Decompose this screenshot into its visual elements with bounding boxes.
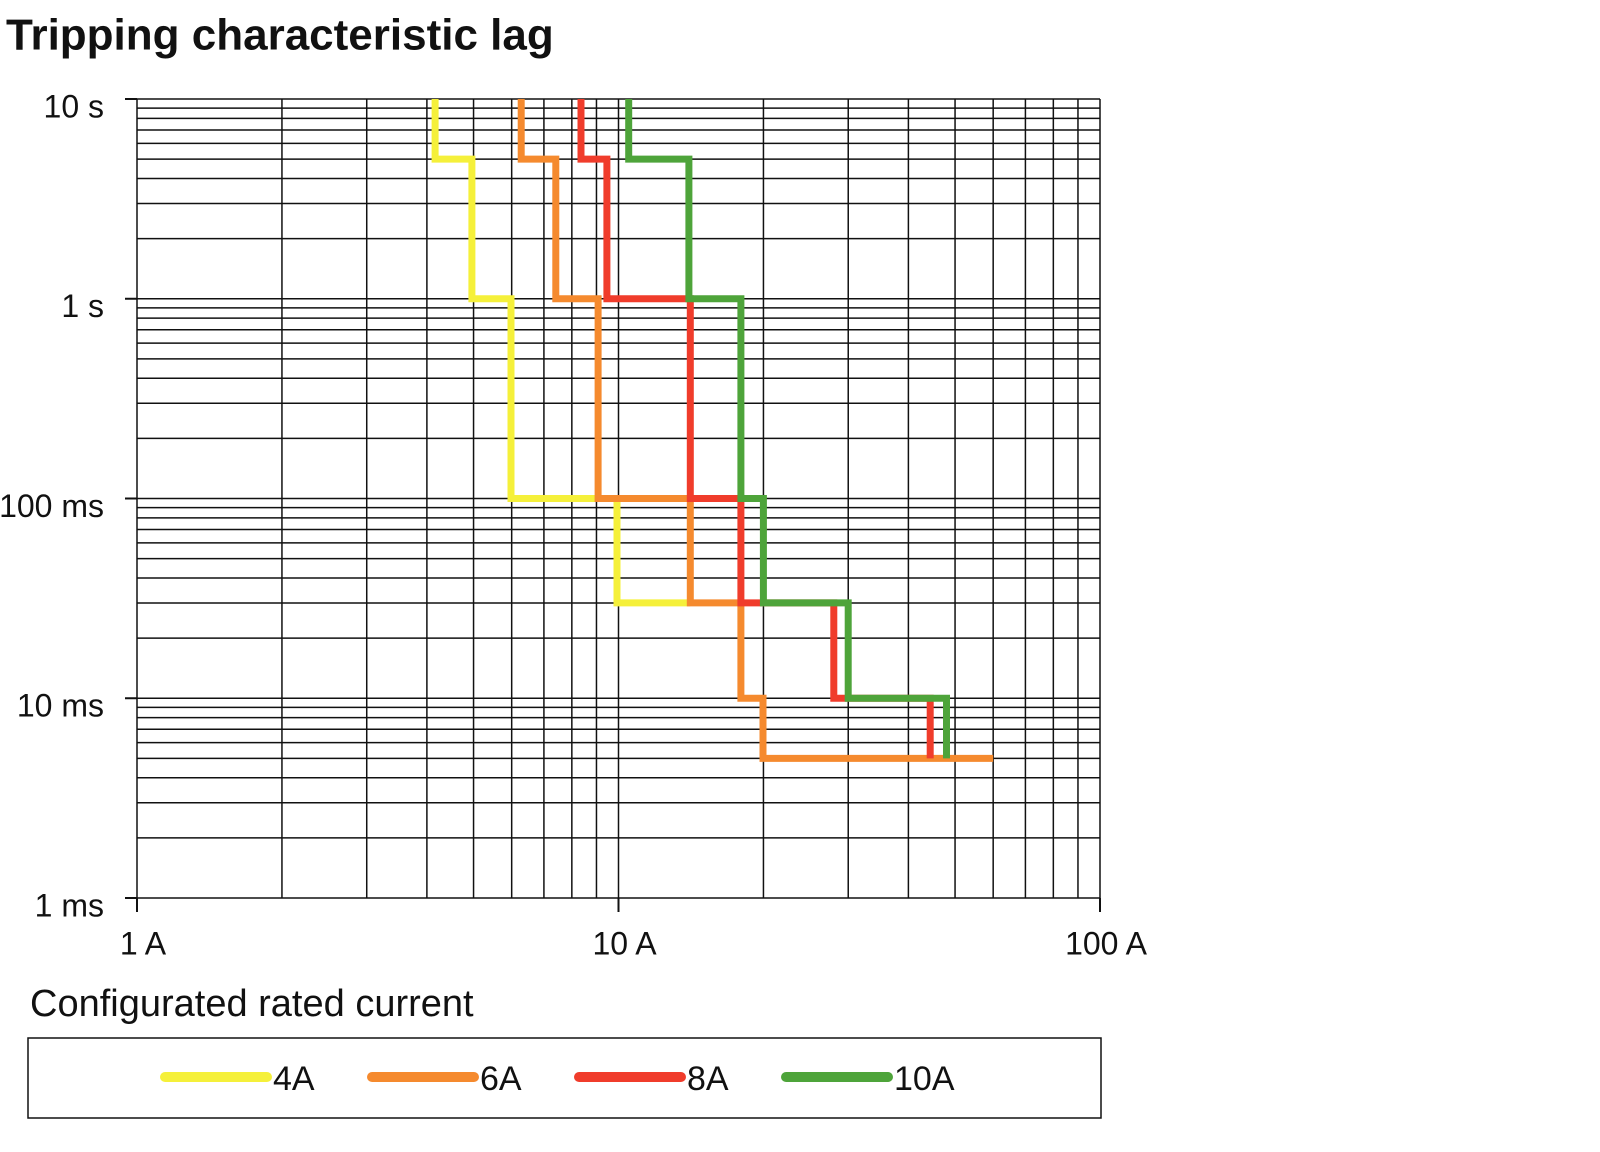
x-tick-label: 10 A bbox=[592, 925, 657, 961]
legend-label: 8A bbox=[687, 1060, 729, 1098]
legend-title: Configurated rated current bbox=[30, 983, 474, 1025]
y-tick-label: 100 ms bbox=[0, 488, 104, 524]
legend-label: 4A bbox=[273, 1060, 315, 1098]
chart-title: Tripping characteristic lag bbox=[6, 11, 554, 60]
series-line bbox=[577, 99, 934, 759]
series-line bbox=[625, 99, 950, 759]
y-tick-label: 10 ms bbox=[17, 688, 104, 724]
y-tick-label: 1 s bbox=[61, 288, 104, 324]
y-tick-label: 10 s bbox=[44, 88, 104, 124]
legend-box bbox=[27, 1037, 1102, 1119]
legend-label: 10A bbox=[894, 1060, 955, 1098]
y-tick-label: 1 ms bbox=[35, 887, 104, 923]
series-line bbox=[431, 99, 691, 607]
legend-label: 6A bbox=[480, 1060, 522, 1098]
grid bbox=[136, 98, 1101, 899]
x-tick-label: 1 A bbox=[120, 925, 167, 961]
x-tick-label: 100 A bbox=[1065, 925, 1148, 961]
series-line bbox=[517, 99, 994, 762]
